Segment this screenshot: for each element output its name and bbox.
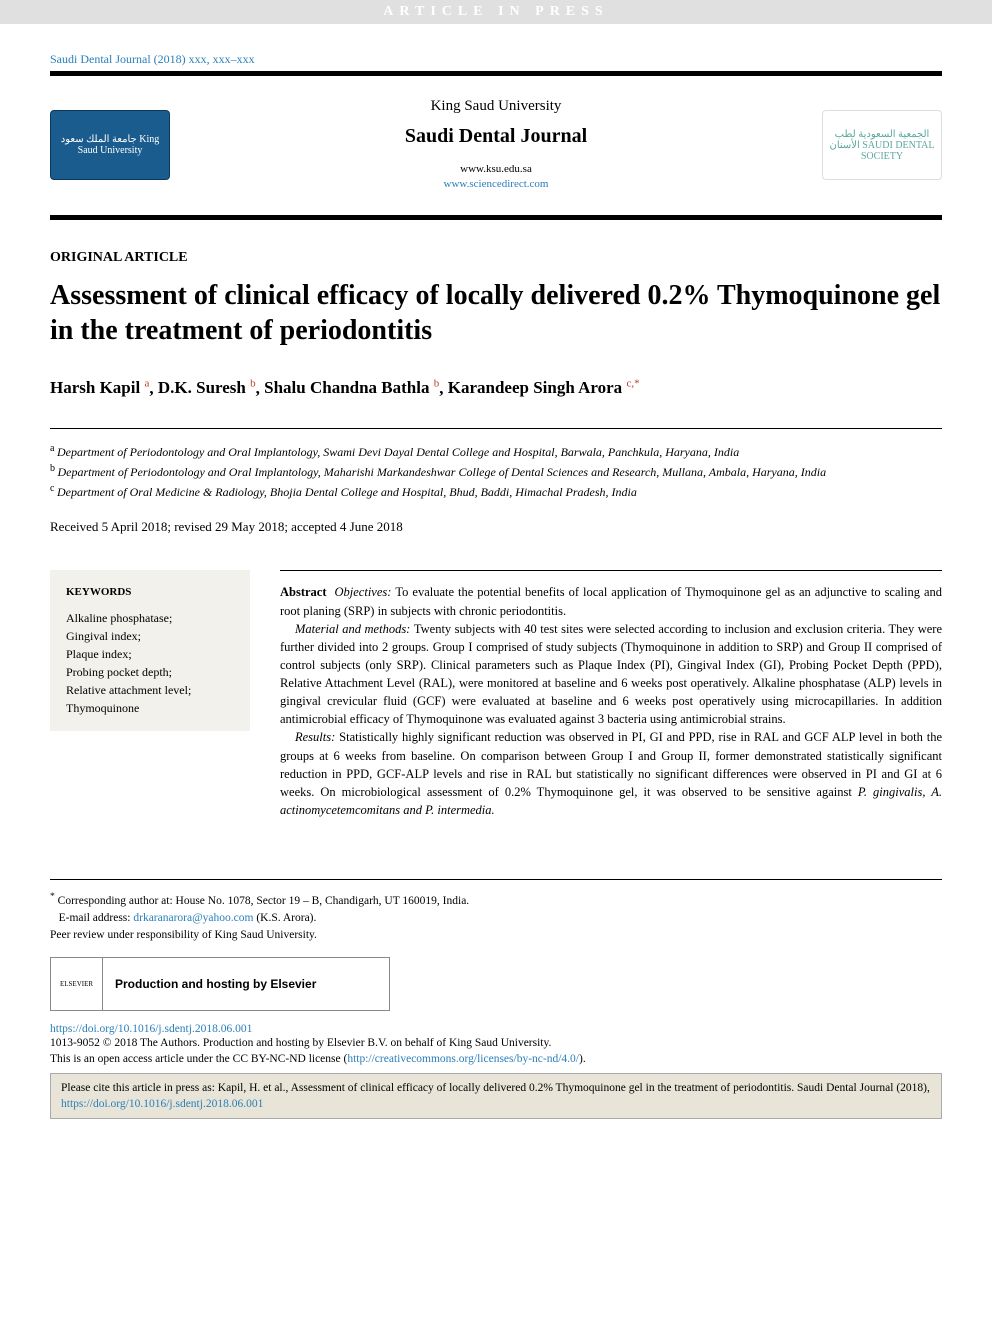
affiliation-sup: a — [50, 443, 57, 454]
peer-review-line: Peer review under responsibility of King… — [50, 927, 942, 944]
author-affil-sup: a — [144, 378, 149, 390]
elsevier-logo: ELSEVIER — [51, 958, 103, 1010]
cite-doi-link[interactable]: https://doi.org/10.1016/j.sdentj.2018.06… — [61, 1098, 263, 1110]
abstract-objectives: Abstract Objectives: To evaluate the pot… — [280, 583, 942, 619]
copyright-line-2: This is an open access article under the… — [50, 1051, 942, 1067]
header-top-rule — [50, 71, 942, 76]
author: Harsh Kapil a — [50, 378, 149, 397]
keywords-box: KEYWORDS Alkaline phosphatase;Gingival i… — [50, 570, 250, 731]
doi-link[interactable]: https://doi.org/10.1016/j.sdentj.2018.06… — [50, 1023, 942, 1035]
email-label: E-mail address: — [59, 912, 131, 924]
article-dates: Received 5 April 2018; revised 29 May 20… — [50, 519, 942, 535]
affiliation: b Department of Periodontology and Oral … — [50, 461, 942, 481]
production-hosting-box: ELSEVIER Production and hosting by Elsev… — [50, 957, 390, 1011]
abstract-results: Results: Statistically highly significan… — [280, 728, 942, 819]
header-links: www.ksu.edu.sa www.sciencedirect.com — [170, 162, 822, 193]
keyword-item: Relative attachment level; — [66, 681, 234, 699]
keyword-item: Alkaline phosphatase; — [66, 609, 234, 627]
affiliation-sup: b — [50, 463, 58, 474]
objectives-label: Objectives: — [335, 585, 392, 599]
footer-divider — [50, 879, 942, 880]
journal-header: جامعة الملك سعود King Saud University Ki… — [50, 88, 942, 203]
university-name: King Saud University — [170, 98, 822, 115]
corresponding-email-link[interactable]: drkaranarora@yahoo.com — [133, 912, 253, 924]
cc-license-link[interactable]: http://creativecommons.org/licenses/by-n… — [347, 1053, 579, 1065]
cite-text: Please cite this article in press as: Ka… — [61, 1082, 930, 1094]
corresponding-author: * Corresponding author at: House No. 107… — [50, 890, 942, 910]
copyright-line-1: 1013-9052 © 2018 The Authors. Production… — [50, 1035, 942, 1051]
author-affil-sup: b — [434, 378, 440, 390]
license-prefix: This is an open access article under the… — [50, 1053, 347, 1065]
keywords-heading: KEYWORDS — [66, 584, 234, 601]
header-center: King Saud University Saudi Dental Journa… — [170, 98, 822, 193]
keyword-item: Probing pocket depth; — [66, 663, 234, 681]
methods-label: Material and methods: — [295, 622, 410, 636]
authors-line: Harsh Kapil a, D.K. Suresh b, Shalu Chan… — [50, 378, 942, 399]
results-text: Statistically highly significant reducti… — [280, 730, 942, 798]
ksu-link[interactable]: www.ksu.edu.sa — [170, 162, 822, 177]
affiliations: a Department of Periodontology and Oral … — [50, 428, 942, 501]
author: Karandeep Singh Arora c,* — [448, 378, 640, 397]
abstract-label: Abstract — [280, 585, 327, 599]
article-title: Assessment of clinical efficacy of local… — [50, 278, 942, 348]
affiliation-sup: c — [50, 483, 57, 494]
sds-logo: الجمعية السعودية لطب الأسنان SAUDI DENTA… — [822, 110, 942, 180]
methods-text: Twenty subjects with 40 test sites were … — [280, 622, 942, 727]
author-affil-sup: c, — [626, 378, 634, 390]
results-label: Results: — [295, 730, 335, 744]
article-in-press-banner: ARTICLE IN PRESS — [0, 0, 992, 24]
ksu-logo: جامعة الملك سعود King Saud University — [50, 110, 170, 180]
keywords-abstract-row: KEYWORDS Alkaline phosphatase;Gingival i… — [50, 570, 942, 819]
citation-box: Please cite this article in press as: Ka… — [50, 1073, 942, 1119]
page-content: Saudi Dental Journal (2018) xxx, xxx–xxx… — [0, 24, 992, 1149]
email-name: (K.S. Arora). — [256, 912, 316, 924]
affiliation: a Department of Periodontology and Oral … — [50, 441, 942, 461]
email-line: E-mail address: drkaranarora@yahoo.com (… — [50, 910, 942, 927]
article-type: ORIGINAL ARTICLE — [50, 250, 942, 266]
production-hosting-text: Production and hosting by Elsevier — [103, 977, 328, 991]
license-suffix: ). — [579, 1053, 586, 1065]
journal-name: Saudi Dental Journal — [170, 125, 822, 148]
citation-line: Saudi Dental Journal (2018) xxx, xxx–xxx — [50, 52, 942, 67]
author-affil-sup: b — [250, 378, 256, 390]
author: D.K. Suresh b — [158, 378, 256, 397]
author: Shalu Chandna Bathla b — [264, 378, 439, 397]
footnotes: * Corresponding author at: House No. 107… — [50, 890, 942, 945]
header-bottom-rule — [50, 215, 942, 220]
corresponding-star: * — [634, 378, 640, 390]
keyword-item: Gingival index; — [66, 627, 234, 645]
abstract-methods: Material and methods: Twenty subjects wi… — [280, 620, 942, 729]
affiliation: c Department of Oral Medicine & Radiolog… — [50, 481, 942, 501]
keyword-item: Thymoquinone — [66, 699, 234, 717]
sciencedirect-link[interactable]: www.sciencedirect.com — [170, 177, 822, 192]
keyword-item: Plaque index; — [66, 645, 234, 663]
keywords-list: Alkaline phosphatase;Gingival index;Plaq… — [66, 609, 234, 717]
corresponding-text: Corresponding author at: House No. 1078,… — [58, 895, 470, 907]
abstract-column: Abstract Objectives: To evaluate the pot… — [280, 570, 942, 819]
